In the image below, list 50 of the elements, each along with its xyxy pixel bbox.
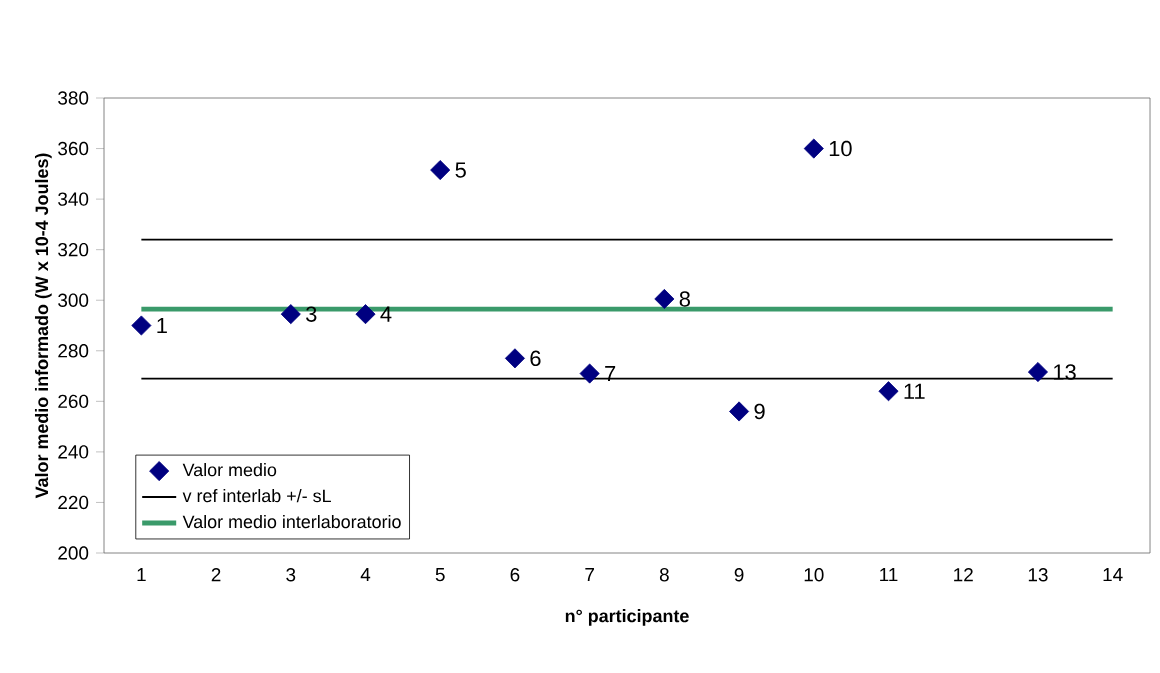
legend-label: Valor medio interlaboratorio <box>182 514 401 529</box>
annotation: 4 <box>380 306 392 322</box>
y-tick-label: 220 <box>58 495 89 510</box>
point <box>654 288 675 309</box>
y-axis-title: Valor medio informado (W x 10-4 Joules) <box>34 153 52 499</box>
y-tick-label: 260 <box>58 394 89 409</box>
y-tick-label: 200 <box>58 546 89 560</box>
x-tick-label: 3 <box>286 568 296 582</box>
point <box>579 363 600 384</box>
x-tick-label: 7 <box>585 568 594 582</box>
legend-label: Valor medio <box>182 463 277 477</box>
x-tick-label: 4 <box>360 568 371 582</box>
x-tick-label: 8 <box>659 568 669 582</box>
annotation: 7 <box>605 366 616 382</box>
x-tick-label: 2 <box>211 568 221 582</box>
y-tick-label: 340 <box>58 192 89 206</box>
point <box>729 401 750 422</box>
annotation: 9 <box>754 403 765 420</box>
annotation: 8 <box>679 291 690 307</box>
x-tick-label: 14 <box>1103 568 1123 582</box>
point <box>355 304 376 325</box>
point <box>878 381 899 402</box>
y-tick-label: 360 <box>58 141 89 156</box>
annotation: 11 <box>904 383 925 399</box>
point <box>131 315 152 336</box>
x-tick-label: 10 <box>804 568 824 582</box>
annotation: 6 <box>530 350 541 367</box>
legend-label: v ref interlab +/- sL <box>182 489 331 503</box>
annotation: 5 <box>455 162 466 178</box>
x-tick-label: 5 <box>435 568 445 582</box>
point <box>430 160 451 181</box>
x-tick-label: 12 <box>954 568 973 582</box>
y-tick-label: 320 <box>58 242 89 257</box>
point <box>803 138 824 159</box>
y-tick-label: 240 <box>58 445 89 459</box>
y-tick-label: 280 <box>58 344 89 358</box>
x-tick-label: 13 <box>1028 568 1048 582</box>
x-tick-label: 9 <box>734 568 744 582</box>
x-tick-label: 11 <box>880 568 898 582</box>
annotation: 10 <box>829 140 852 157</box>
x-tick-label: 6 <box>510 568 520 582</box>
point <box>1027 361 1048 383</box>
point <box>280 304 301 325</box>
annotation: 1 <box>157 317 167 334</box>
annotation: 3 <box>306 306 317 322</box>
point <box>504 348 525 369</box>
y-tick-label: 300 <box>58 293 89 307</box>
x-axis-title: n° participante <box>565 609 689 626</box>
y-tick-label: 380 <box>58 91 89 105</box>
x-tick-label: 1 <box>137 568 146 582</box>
